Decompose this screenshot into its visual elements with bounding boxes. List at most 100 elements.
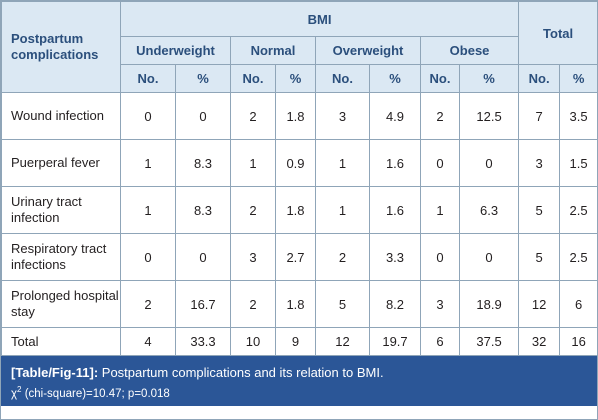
cell: 5 [518, 233, 561, 281]
bmi-overweight-header: Overweight [315, 36, 421, 65]
table-row: Puerperal fever 1 8.3 1 0.9 1 1.6 0 0 3 … [1, 139, 598, 187]
caption-title: [Table/Fig-11]: Postpartum complications… [11, 364, 587, 381]
cell: 0.9 [275, 139, 316, 187]
row-label: Respiratory tract infections [1, 233, 121, 281]
table-row: Respiratory tract infections 0 0 3 2.7 2… [1, 233, 598, 281]
stat-text: (chi-square)=10.47; p=0.018 [21, 387, 170, 400]
cell: 1 [420, 186, 460, 234]
cell: 2 [315, 233, 370, 281]
cell: 0 [175, 233, 231, 281]
cell: 1 [315, 139, 370, 187]
cell: 10 [230, 327, 276, 356]
cell: 2 [230, 280, 276, 328]
bmi-obese-header: Obese [419, 36, 520, 65]
cell: 3 [315, 92, 370, 140]
cell: 33.3 [175, 327, 231, 356]
cell: 1 [120, 186, 176, 234]
stub-header-label: Postpartum complications [11, 31, 99, 62]
caption-statistic: χ2 (chi-square)=10.47; p=0.018 [11, 381, 587, 403]
cell: 1.8 [275, 280, 316, 328]
col-pct: % [275, 64, 316, 93]
cell: 6.3 [458, 186, 520, 234]
cell: 0 [458, 139, 520, 187]
cell: 2.7 [275, 233, 316, 281]
col-pct: % [175, 64, 231, 93]
table-row: Urinary tract infection 1 8.3 2 1.8 1 1.… [1, 186, 598, 234]
cell: 2.5 [559, 186, 598, 234]
cell: 4.9 [369, 92, 421, 140]
table-row: Wound infection 0 0 2 1.8 3 4.9 2 12.5 7… [1, 92, 598, 140]
total-header: Total [518, 1, 598, 65]
cell: 6 [420, 327, 460, 356]
cell: 3.3 [369, 233, 421, 281]
cell: 6 [559, 280, 598, 328]
cell: 1 [230, 139, 276, 187]
cell: 0 [120, 92, 176, 140]
cell: 12 [315, 327, 370, 356]
bmi-complications-table: Postpartum complications BMI Total Under… [1, 1, 598, 356]
col-no: No. [120, 64, 176, 93]
col-no: No. [315, 64, 370, 93]
stub-header: Postpartum complications [1, 1, 121, 93]
cell: 4 [120, 327, 176, 356]
col-no: No. [518, 64, 561, 93]
cell: 8.3 [175, 186, 231, 234]
cell: 3 [420, 280, 460, 328]
cell: 8.2 [369, 280, 421, 328]
cell: 19.7 [369, 327, 421, 356]
col-pct: % [559, 64, 598, 93]
cell: 5 [315, 280, 370, 328]
cell: 1.8 [275, 186, 316, 234]
cell: 3.5 [559, 92, 598, 140]
cell: 9 [275, 327, 316, 356]
table-row: Prolonged hospital stay 2 16.7 2 1.8 5 8… [1, 280, 598, 328]
col-pct: % [458, 64, 520, 93]
bmi-normal-header: Normal [230, 36, 316, 65]
cell: 1.5 [559, 139, 598, 187]
cell: 1 [315, 186, 370, 234]
cell: 3 [518, 139, 561, 187]
cell: 0 [175, 92, 231, 140]
caption-text: Postpartum complications and its relatio… [98, 365, 384, 380]
cell: 2 [230, 92, 276, 140]
row-label: Wound infection [1, 92, 121, 140]
cell: 1.6 [369, 186, 421, 234]
cell: 2.5 [559, 233, 598, 281]
stat-symbol: χ [11, 387, 18, 400]
cell: 3 [230, 233, 276, 281]
cell: 5 [518, 186, 561, 234]
cell: 1.8 [275, 92, 316, 140]
cell: 1 [120, 139, 176, 187]
cell: 2 [120, 280, 176, 328]
cell: 0 [120, 233, 176, 281]
bmi-group-header: BMI [119, 1, 520, 37]
table-caption: [Table/Fig-11]: Postpartum complications… [1, 356, 597, 406]
cell: 18.9 [458, 280, 520, 328]
total-row: Total 4 33.3 10 9 12 19.7 6 37.5 32 16 [1, 327, 598, 356]
cell: 2 [230, 186, 276, 234]
cell: 16 [559, 327, 598, 356]
cell: 12 [518, 280, 561, 328]
row-label: Prolonged hospital stay [1, 280, 121, 328]
cell: 0 [458, 233, 520, 281]
col-no: No. [230, 64, 276, 93]
col-pct: % [369, 64, 421, 93]
cell: 8.3 [175, 139, 231, 187]
cell: 7 [518, 92, 561, 140]
caption-label: [Table/Fig-11]: [11, 365, 99, 380]
row-label: Puerperal fever [1, 139, 121, 187]
cell: 1.6 [369, 139, 421, 187]
cell: 2 [420, 92, 460, 140]
cell: 32 [518, 327, 561, 356]
row-label: Urinary tract infection [1, 186, 121, 234]
cell: 37.5 [458, 327, 520, 356]
cell: 12.5 [458, 92, 520, 140]
col-no: No. [420, 64, 460, 93]
cell: 0 [420, 139, 460, 187]
row-label: Total [1, 327, 121, 356]
bmi-underweight-header: Underweight [120, 36, 231, 65]
stat-superscript: 2 [17, 385, 22, 394]
cell: 16.7 [175, 280, 231, 328]
cell: 0 [420, 233, 460, 281]
